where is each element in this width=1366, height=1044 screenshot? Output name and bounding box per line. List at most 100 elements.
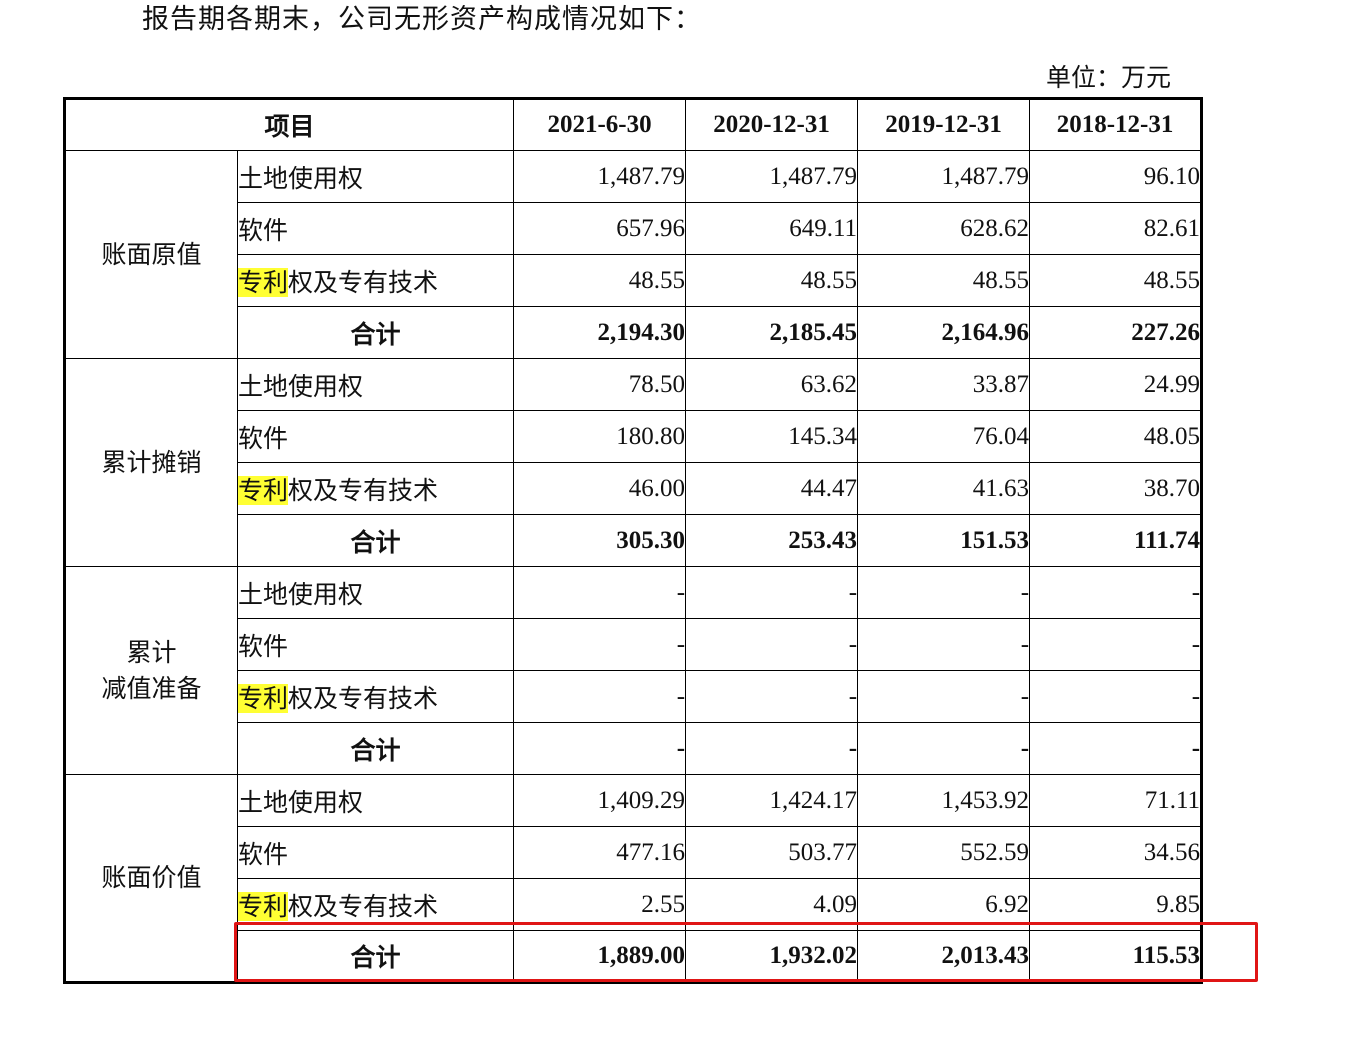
cell-value-total: 1,889.00: [513, 930, 687, 983]
cell-value-total: 253.43: [685, 514, 859, 567]
cell-value: 63.62: [685, 358, 859, 411]
cell-value: 1,453.92: [857, 774, 1031, 827]
row-item: 软件: [236, 618, 515, 671]
cell-value: 1,409.29: [513, 774, 687, 827]
cell-value: 4.09: [685, 878, 859, 931]
row-item-total: 合计: [236, 514, 515, 567]
header-period-4: 2018-12-31: [1029, 98, 1203, 151]
cell-value: 1,487.79: [685, 150, 859, 203]
cell-value: 1,487.79: [513, 150, 687, 203]
cell-value: 477.16: [513, 826, 687, 879]
table-row: 账面原值 土地使用权 1,487.79 1,487.79 1,487.79 96…: [64, 150, 1203, 359]
row-item: 软件: [236, 202, 515, 255]
cell-value: 9.85: [1029, 878, 1203, 931]
cell-value: 41.63: [857, 462, 1031, 515]
highlighted-text: 专利: [238, 683, 289, 713]
cell-value: 180.80: [513, 410, 687, 463]
cell-value: 38.70: [1029, 462, 1203, 515]
cell-value: -: [685, 670, 859, 723]
cell-value: 48.55: [513, 254, 687, 307]
cell-value: -: [513, 566, 687, 619]
row-item-rest: 权及专有技术: [288, 267, 439, 297]
group-label-original-value: 账面原值: [64, 150, 238, 359]
table-row: 累计 减值准备 土地使用权 - - - -: [64, 566, 1203, 775]
table-row: 软件 477.16 503.77 552.59 34.56: [65, 826, 1203, 879]
row-item-rest: 权及专有技术: [288, 475, 439, 505]
cell-value: 24.99: [1029, 358, 1203, 411]
cell-value: 145.34: [685, 410, 859, 463]
cell-value-total: -: [857, 722, 1031, 775]
row-item-total: 合计: [236, 306, 515, 359]
cell-value: 34.56: [1029, 826, 1203, 879]
table-row: 软件 - - - -: [65, 618, 1203, 671]
cell-value-total: -: [685, 722, 859, 775]
table-row-total: 合计 1,889.00 1,932.02 2,013.43 115.53: [65, 930, 1203, 983]
intro-text: 报告期各期末，公司无形资产构成情况如下：: [142, 4, 702, 35]
row-item: 土地使用权: [236, 774, 515, 827]
cell-value: 48.55: [685, 254, 859, 307]
cell-value: 46.00: [513, 462, 687, 515]
cell-value-total: 151.53: [857, 514, 1031, 567]
group-label-impairment: 累计 减值准备: [64, 566, 238, 775]
row-item: 专利权及专有技术: [236, 462, 515, 515]
row-item: 土地使用权: [236, 566, 515, 619]
row-item-total: 合计: [236, 930, 515, 983]
cell-value: 6.92: [857, 878, 1031, 931]
cell-value: -: [1029, 670, 1203, 723]
cell-value: 96.10: [1029, 150, 1203, 203]
highlighted-text: 专利: [238, 891, 289, 921]
header-period-3: 2019-12-31: [857, 98, 1031, 151]
header-period-1: 2021-6-30: [513, 98, 687, 151]
cell-value: -: [685, 566, 859, 619]
cell-value: 628.62: [857, 202, 1031, 255]
cell-value: -: [513, 618, 687, 671]
group-label-line2: 减值准备: [101, 673, 202, 703]
cell-value: 44.47: [685, 462, 859, 515]
cell-value: -: [857, 670, 1031, 723]
intangible-assets-table: 项目 2021-6-30 2020-12-31 2019-12-31 2018-…: [63, 97, 1204, 984]
cell-value: 33.87: [857, 358, 1031, 411]
cell-value: -: [857, 618, 1031, 671]
group-label-book-value: 账面价值: [64, 774, 238, 983]
cell-value: 78.50: [513, 358, 687, 411]
table-row: 专利权及专有技术 - - - -: [65, 670, 1203, 723]
row-item-rest: 权及专有技术: [288, 891, 439, 921]
row-item: 软件: [236, 410, 515, 463]
cell-value: 1,487.79: [857, 150, 1031, 203]
cell-value-total: 2,185.45: [685, 306, 859, 359]
header-row: 项目 2021-6-30 2020-12-31 2019-12-31 2018-…: [63, 98, 1203, 151]
cell-value-total: 115.53: [1029, 930, 1203, 983]
cell-value-total: 2,164.96: [857, 306, 1031, 359]
highlighted-text: 专利: [238, 267, 289, 297]
cell-value: 48.55: [857, 254, 1031, 307]
table-row-total: 合计 - - - -: [65, 722, 1203, 775]
cell-value: -: [1029, 566, 1203, 619]
table-row-total: 合计 305.30 253.43 151.53 111.74: [65, 514, 1203, 567]
cell-value: -: [857, 566, 1031, 619]
header-period-2: 2020-12-31: [685, 98, 859, 151]
cell-value: 1,424.17: [685, 774, 859, 827]
row-item: 专利权及专有技术: [236, 670, 515, 723]
cell-value: 71.11: [1029, 774, 1203, 827]
cell-value-total: 1,932.02: [685, 930, 859, 983]
cell-value: 76.04: [857, 410, 1031, 463]
cell-value-total: 111.74: [1029, 514, 1203, 567]
group-label-accumulated-amortization: 累计摊销: [64, 358, 238, 567]
row-item: 专利权及专有技术: [236, 254, 515, 307]
cell-value: 503.77: [685, 826, 859, 879]
cell-value-total: 305.30: [513, 514, 687, 567]
table-row: 账面价值 土地使用权 1,409.29 1,424.17 1,453.92 71…: [64, 774, 1203, 983]
row-item: 土地使用权: [236, 150, 515, 203]
row-item: 软件: [236, 826, 515, 879]
header-item: 项目: [63, 98, 515, 151]
cell-value: 82.61: [1029, 202, 1203, 255]
cell-value: 48.05: [1029, 410, 1203, 463]
cell-value: -: [685, 618, 859, 671]
unit-label: 单位：万元: [1046, 63, 1172, 92]
cell-value: 657.96: [513, 202, 687, 255]
cell-value-total: -: [1029, 722, 1203, 775]
cell-value: 649.11: [685, 202, 859, 255]
table-row: 专利权及专有技术 48.55 48.55 48.55 48.55: [65, 254, 1203, 307]
cell-value: 552.59: [857, 826, 1031, 879]
row-item-rest: 权及专有技术: [288, 683, 439, 713]
